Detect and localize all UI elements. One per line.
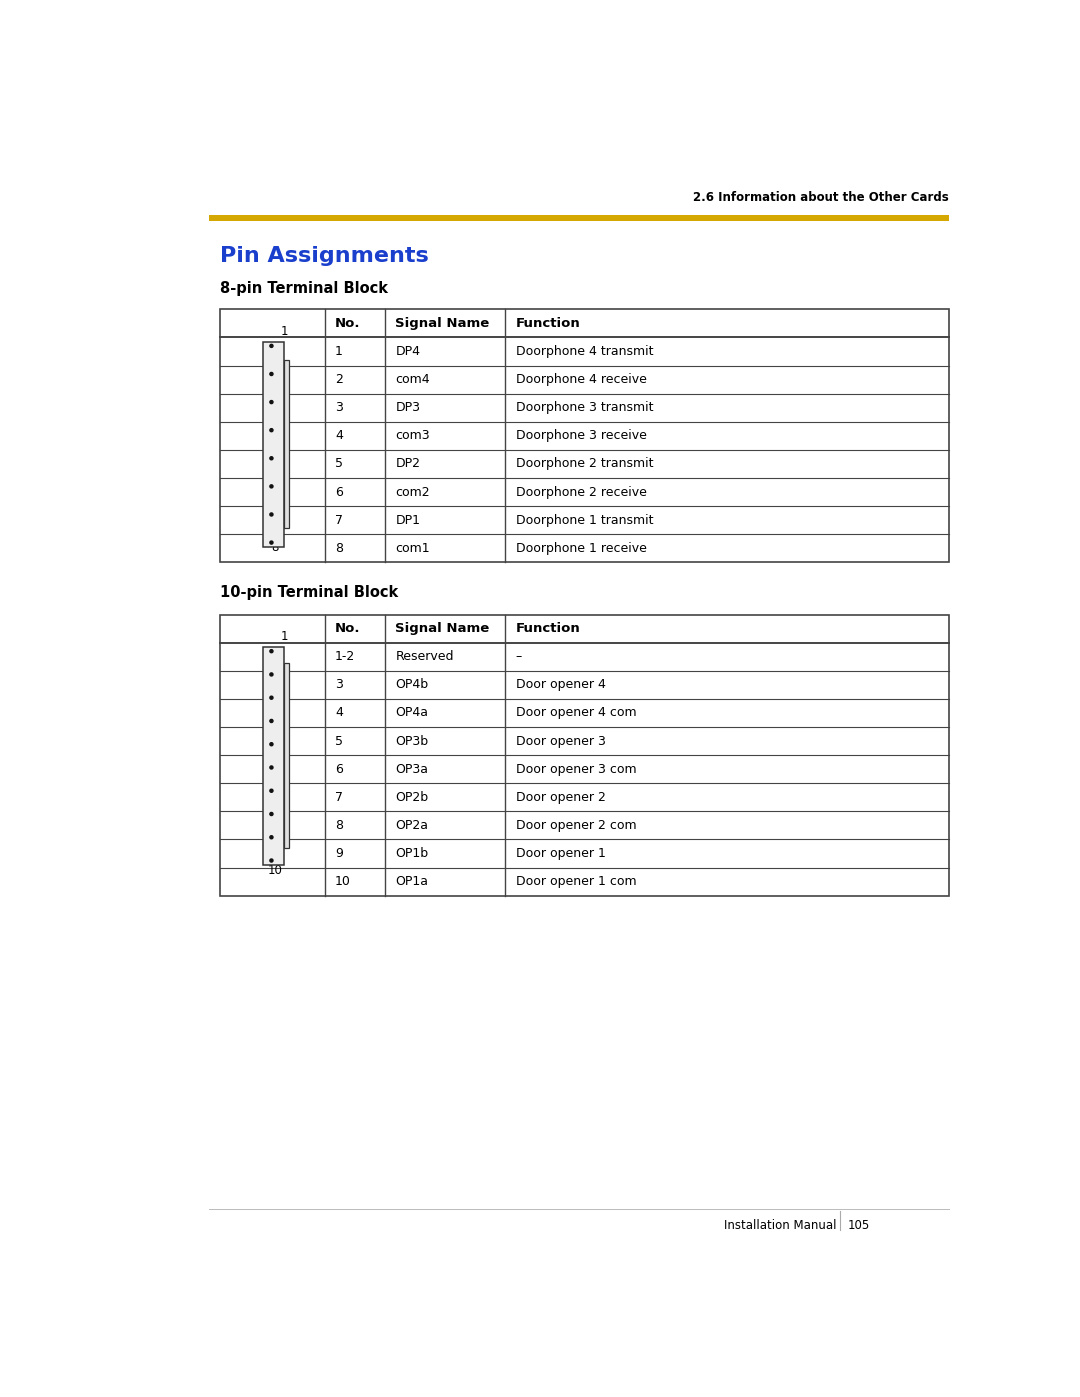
Circle shape <box>270 429 273 432</box>
Circle shape <box>270 650 273 652</box>
Circle shape <box>270 813 273 816</box>
Text: OP4a: OP4a <box>395 707 429 719</box>
Text: 5: 5 <box>335 735 343 747</box>
Text: Reserved: Reserved <box>395 650 454 664</box>
Text: com4: com4 <box>395 373 430 386</box>
Text: Doorphone 3 receive: Doorphone 3 receive <box>515 429 647 443</box>
Text: 8: 8 <box>335 819 343 831</box>
Text: No.: No. <box>335 622 361 636</box>
Text: 1-2: 1-2 <box>335 650 355 664</box>
Text: 8: 8 <box>335 542 343 555</box>
Text: –: – <box>515 650 522 664</box>
Text: 9: 9 <box>335 847 342 861</box>
Text: OP2a: OP2a <box>395 819 429 831</box>
Text: 2: 2 <box>335 373 342 386</box>
Text: 10-pin Terminal Block: 10-pin Terminal Block <box>220 585 399 601</box>
Circle shape <box>270 743 273 746</box>
Bar <box>262 647 284 865</box>
Bar <box>220 309 948 562</box>
Text: DP2: DP2 <box>395 457 420 471</box>
Circle shape <box>270 513 273 515</box>
Text: Function: Function <box>515 622 580 636</box>
Text: Installation Manual: Installation Manual <box>724 1220 836 1232</box>
Text: 8: 8 <box>271 542 279 555</box>
Text: 10: 10 <box>335 875 351 888</box>
Text: Door opener 2: Door opener 2 <box>515 791 606 803</box>
Text: Door opener 4 com: Door opener 4 com <box>515 707 636 719</box>
Circle shape <box>270 485 273 488</box>
Circle shape <box>270 457 273 460</box>
Text: DP4: DP4 <box>395 345 420 358</box>
Text: OP1b: OP1b <box>395 847 429 861</box>
Text: DP3: DP3 <box>395 401 420 414</box>
Text: Doorphone 2 receive: Doorphone 2 receive <box>515 486 647 499</box>
Text: Doorphone 4 transmit: Doorphone 4 transmit <box>515 345 653 358</box>
Text: 105: 105 <box>848 1220 870 1232</box>
Bar <box>220 615 948 895</box>
Circle shape <box>270 859 273 862</box>
Text: Door opener 1 com: Door opener 1 com <box>515 875 636 888</box>
Text: 1: 1 <box>281 630 288 643</box>
Text: 7: 7 <box>335 791 343 803</box>
Text: Door opener 3 com: Door opener 3 com <box>515 763 636 775</box>
Text: Doorphone 2 transmit: Doorphone 2 transmit <box>515 457 653 471</box>
Text: Function: Function <box>515 317 580 330</box>
Text: OP1a: OP1a <box>395 875 429 888</box>
Text: OP2b: OP2b <box>395 791 429 803</box>
Bar <box>262 342 284 546</box>
Bar <box>284 664 289 848</box>
Text: Doorphone 3 transmit: Doorphone 3 transmit <box>515 401 653 414</box>
Text: 4: 4 <box>335 429 342 443</box>
Text: OP3a: OP3a <box>395 763 429 775</box>
Bar <box>208 215 948 221</box>
Circle shape <box>270 673 273 676</box>
Circle shape <box>270 344 273 348</box>
Circle shape <box>270 373 273 376</box>
Circle shape <box>270 719 273 722</box>
Circle shape <box>270 766 273 768</box>
Text: 3: 3 <box>335 401 342 414</box>
Text: Signal Name: Signal Name <box>395 622 489 636</box>
Text: 8-pin Terminal Block: 8-pin Terminal Block <box>220 281 388 296</box>
Circle shape <box>270 835 273 838</box>
Text: Doorphone 1 receive: Doorphone 1 receive <box>515 542 647 555</box>
Text: DP1: DP1 <box>395 514 420 527</box>
Bar <box>284 360 289 528</box>
Text: 10: 10 <box>267 863 282 876</box>
Text: 5: 5 <box>335 457 343 471</box>
Text: No.: No. <box>335 317 361 330</box>
Text: 2.6 Information about the Other Cards: 2.6 Information about the Other Cards <box>693 191 948 204</box>
Text: Door opener 1: Door opener 1 <box>515 847 606 861</box>
Text: 6: 6 <box>335 486 342 499</box>
Text: Doorphone 4 receive: Doorphone 4 receive <box>515 373 647 386</box>
Text: 1: 1 <box>281 326 288 338</box>
Circle shape <box>270 541 273 543</box>
Text: 3: 3 <box>335 679 342 692</box>
Text: 4: 4 <box>335 707 342 719</box>
Text: 1: 1 <box>335 345 342 358</box>
Text: com2: com2 <box>395 486 430 499</box>
Text: Pin Assignments: Pin Assignments <box>220 246 429 267</box>
Text: com3: com3 <box>395 429 430 443</box>
Text: com1: com1 <box>395 542 430 555</box>
Circle shape <box>270 401 273 404</box>
Text: Doorphone 1 transmit: Doorphone 1 transmit <box>515 514 653 527</box>
Text: Door opener 2 com: Door opener 2 com <box>515 819 636 831</box>
Text: Door opener 4: Door opener 4 <box>515 679 606 692</box>
Text: Signal Name: Signal Name <box>395 317 489 330</box>
Text: 7: 7 <box>335 514 343 527</box>
Text: Door opener 3: Door opener 3 <box>515 735 606 747</box>
Text: 6: 6 <box>335 763 342 775</box>
Circle shape <box>270 789 273 792</box>
Text: OP3b: OP3b <box>395 735 429 747</box>
Circle shape <box>270 696 273 700</box>
Text: OP4b: OP4b <box>395 679 429 692</box>
